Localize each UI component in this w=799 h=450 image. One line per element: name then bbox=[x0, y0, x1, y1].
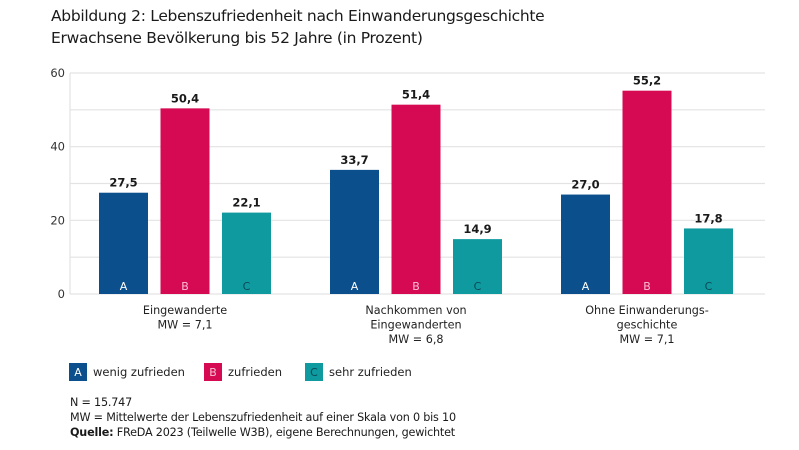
category-label: MW = 7,1 bbox=[620, 333, 675, 346]
legend-label: sehr zufrieden bbox=[329, 365, 412, 379]
bar-b bbox=[622, 90, 672, 295]
data-label: 55,2 bbox=[633, 74, 661, 88]
bar-letter: A bbox=[120, 280, 128, 293]
bar-letter: C bbox=[474, 280, 482, 293]
legend-swatch-b bbox=[204, 363, 222, 381]
bar-letter: B bbox=[181, 280, 189, 293]
bar-c bbox=[222, 212, 271, 294]
bar-b bbox=[391, 104, 441, 294]
source-label: Quelle: bbox=[70, 426, 114, 439]
category-label: Nachkommen von bbox=[365, 304, 466, 317]
data-label: 27,5 bbox=[109, 176, 137, 190]
legend-label: zufrieden bbox=[228, 365, 282, 379]
source-text: FReDA 2023 (Teilwelle W3B), eigene Berec… bbox=[113, 426, 455, 439]
y-tick-label: 20 bbox=[50, 213, 65, 227]
data-label: 27,0 bbox=[571, 178, 599, 192]
bar-a bbox=[330, 169, 379, 294]
sample-size-note: N = 15.747 bbox=[70, 396, 133, 409]
bar-c bbox=[684, 228, 733, 294]
category-label: Ohne Einwanderungs- bbox=[585, 304, 709, 317]
bar-letter: B bbox=[643, 280, 651, 293]
legend-letter: C bbox=[310, 366, 318, 379]
chart-title: Abbildung 2: Lebenszufriedenheit nach Ei… bbox=[51, 7, 545, 25]
legend-letter: B bbox=[209, 366, 217, 379]
y-tick-label: 40 bbox=[50, 140, 65, 154]
y-tick-label: 0 bbox=[58, 287, 65, 301]
data-label: 51,4 bbox=[402, 88, 430, 102]
chart-subtitle: Erwachsene Bevölkerung bis 52 Jahre (in … bbox=[51, 29, 423, 47]
legend-swatch-c bbox=[305, 363, 323, 381]
legend-swatch-a bbox=[69, 363, 87, 381]
data-label: 50,4 bbox=[171, 91, 199, 105]
bar-a bbox=[99, 192, 148, 294]
legend-letter: A bbox=[74, 366, 82, 379]
category-label: Eingewanderten bbox=[370, 319, 461, 332]
mw-note: MW = Mittelwerte der Lebenszufriedenheit… bbox=[70, 411, 456, 424]
bar-letter: A bbox=[351, 280, 359, 293]
category-label: Eingewanderte bbox=[143, 304, 227, 317]
data-label: 33,7 bbox=[340, 153, 368, 167]
data-label: 17,8 bbox=[694, 211, 722, 225]
bar-letter: A bbox=[582, 280, 590, 293]
footnotes: N = 15.747 MW = Mittelwerte der Lebenszu… bbox=[70, 395, 456, 440]
data-label: 22,1 bbox=[232, 196, 260, 210]
category-label: MW = 7,1 bbox=[158, 319, 213, 332]
bar-c bbox=[453, 239, 502, 294]
data-label: 14,9 bbox=[463, 222, 491, 236]
bar-letter: C bbox=[705, 280, 713, 293]
legend-label: wenig zufrieden bbox=[93, 365, 185, 379]
bar-letter: B bbox=[412, 280, 420, 293]
category-label: geschichte bbox=[617, 319, 678, 332]
bar-a bbox=[561, 194, 610, 294]
y-tick-label: 60 bbox=[50, 66, 65, 80]
bar-letter: C bbox=[243, 280, 251, 293]
source-note: Quelle: FReDA 2023 (Teilwelle W3B), eige… bbox=[70, 425, 456, 440]
bar-b bbox=[160, 108, 210, 294]
category-label: MW = 6,8 bbox=[389, 333, 444, 346]
